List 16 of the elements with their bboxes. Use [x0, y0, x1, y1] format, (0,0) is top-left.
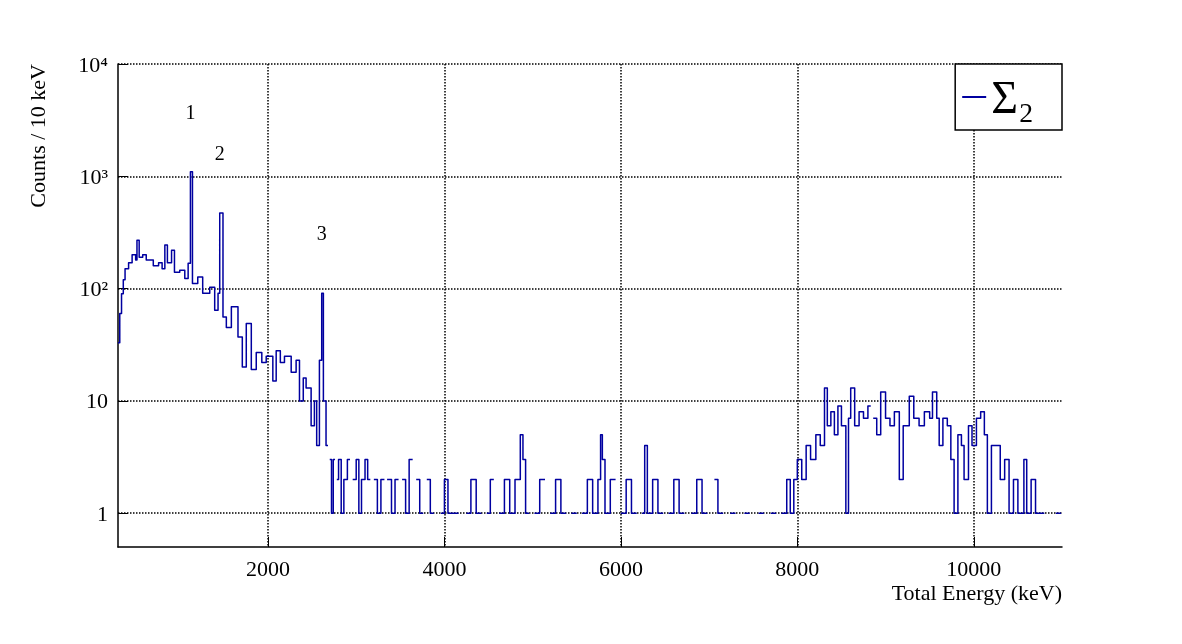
- x-tick-label: 6000: [598, 555, 643, 581]
- y-tick-label: 10⁴: [78, 51, 109, 77]
- x-axis-title: Total Energy (keV): [891, 579, 1062, 605]
- y-tick-label: 1: [97, 500, 108, 526]
- y-axis-title: Counts / 10 keV: [24, 63, 50, 208]
- x-tick-label: 8000: [775, 555, 820, 581]
- y-tick-label: 10³: [79, 163, 109, 189]
- annotation: 3: [316, 222, 327, 245]
- y-tick-label: 10: [86, 388, 108, 414]
- x-tick-label: 2000: [245, 555, 290, 581]
- annotation: 1: [185, 100, 196, 123]
- legend-label: Σ₂: [991, 71, 1034, 123]
- y-tick-label: 10²: [79, 276, 109, 302]
- x-tick-label: 10000: [946, 555, 1002, 581]
- annotation: 2: [214, 142, 225, 165]
- x-tick-label: 4000: [422, 555, 467, 581]
